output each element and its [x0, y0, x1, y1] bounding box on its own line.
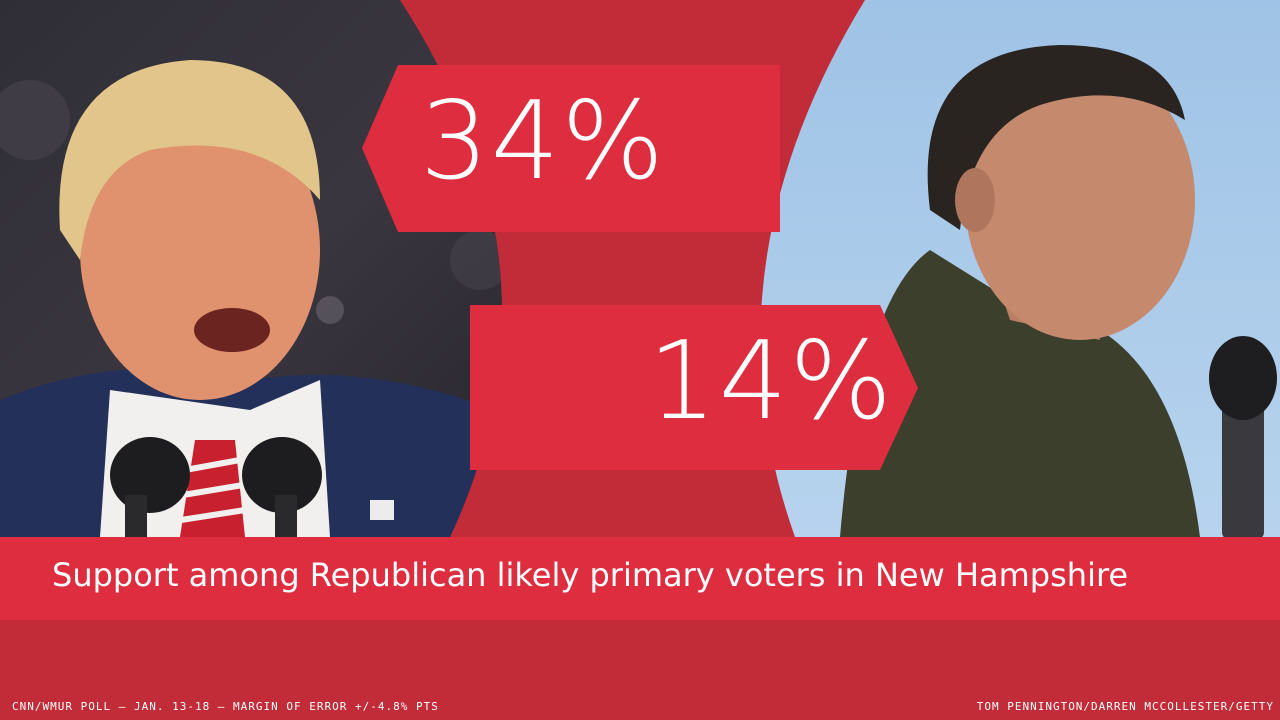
second-candidate-percent: 14%: [648, 319, 895, 444]
photo-credit: TOM PENNINGTON/DARREN MCCOLLESTER/GETTY: [976, 700, 1274, 713]
second-stat-banner: [470, 305, 918, 470]
first-candidate-percent: 34%: [420, 79, 667, 204]
right-candidate-photo: [760, 0, 1280, 537]
poll-source: CNN/WMUR POLL — JAN. 13-18 — MARGIN OF E…: [12, 700, 439, 713]
graphic-caption: Support among Republican likely primary …: [52, 556, 1129, 594]
first-stat-banner: [362, 65, 780, 232]
caption-band: [0, 537, 1280, 620]
